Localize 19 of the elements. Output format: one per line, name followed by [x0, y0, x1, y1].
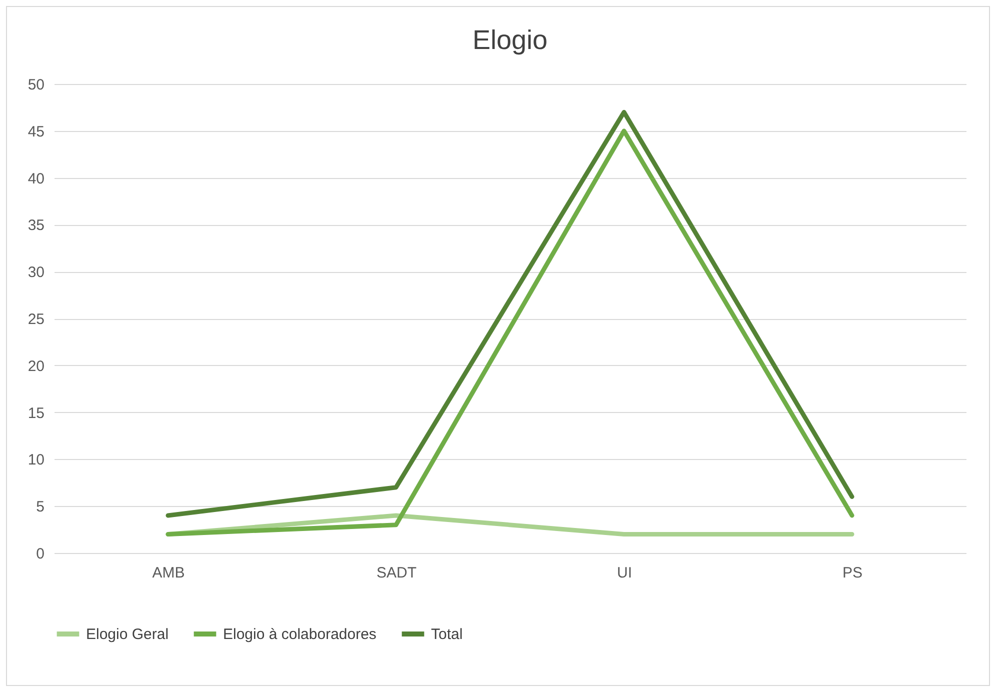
y-tick-label: 10: [28, 452, 44, 469]
x-tick-label: PS: [842, 564, 863, 582]
y-tick-label: 20: [28, 358, 44, 375]
legend-label: Elogio Geral: [86, 626, 169, 643]
y-tick-label: 40: [28, 170, 44, 188]
y-tick-label: 50: [28, 76, 44, 94]
legend-label: Elogio à colaboradores: [223, 626, 376, 643]
chart-title: Elogio: [472, 25, 548, 55]
legend-label: Total: [431, 626, 463, 643]
y-tick-label: 45: [28, 123, 44, 140]
y-tick-label: 25: [28, 311, 44, 328]
x-tick-label: UI: [617, 564, 632, 582]
y-tick-label: 15: [28, 404, 44, 422]
y-tick-label: 5: [36, 498, 44, 516]
x-tick-label: AMB: [152, 564, 185, 582]
y-tick-label: 0: [36, 546, 44, 562]
x-tick-label: SADT: [376, 564, 417, 582]
y-tick-label: 35: [28, 217, 44, 234]
y-tick-label: 30: [28, 264, 44, 282]
